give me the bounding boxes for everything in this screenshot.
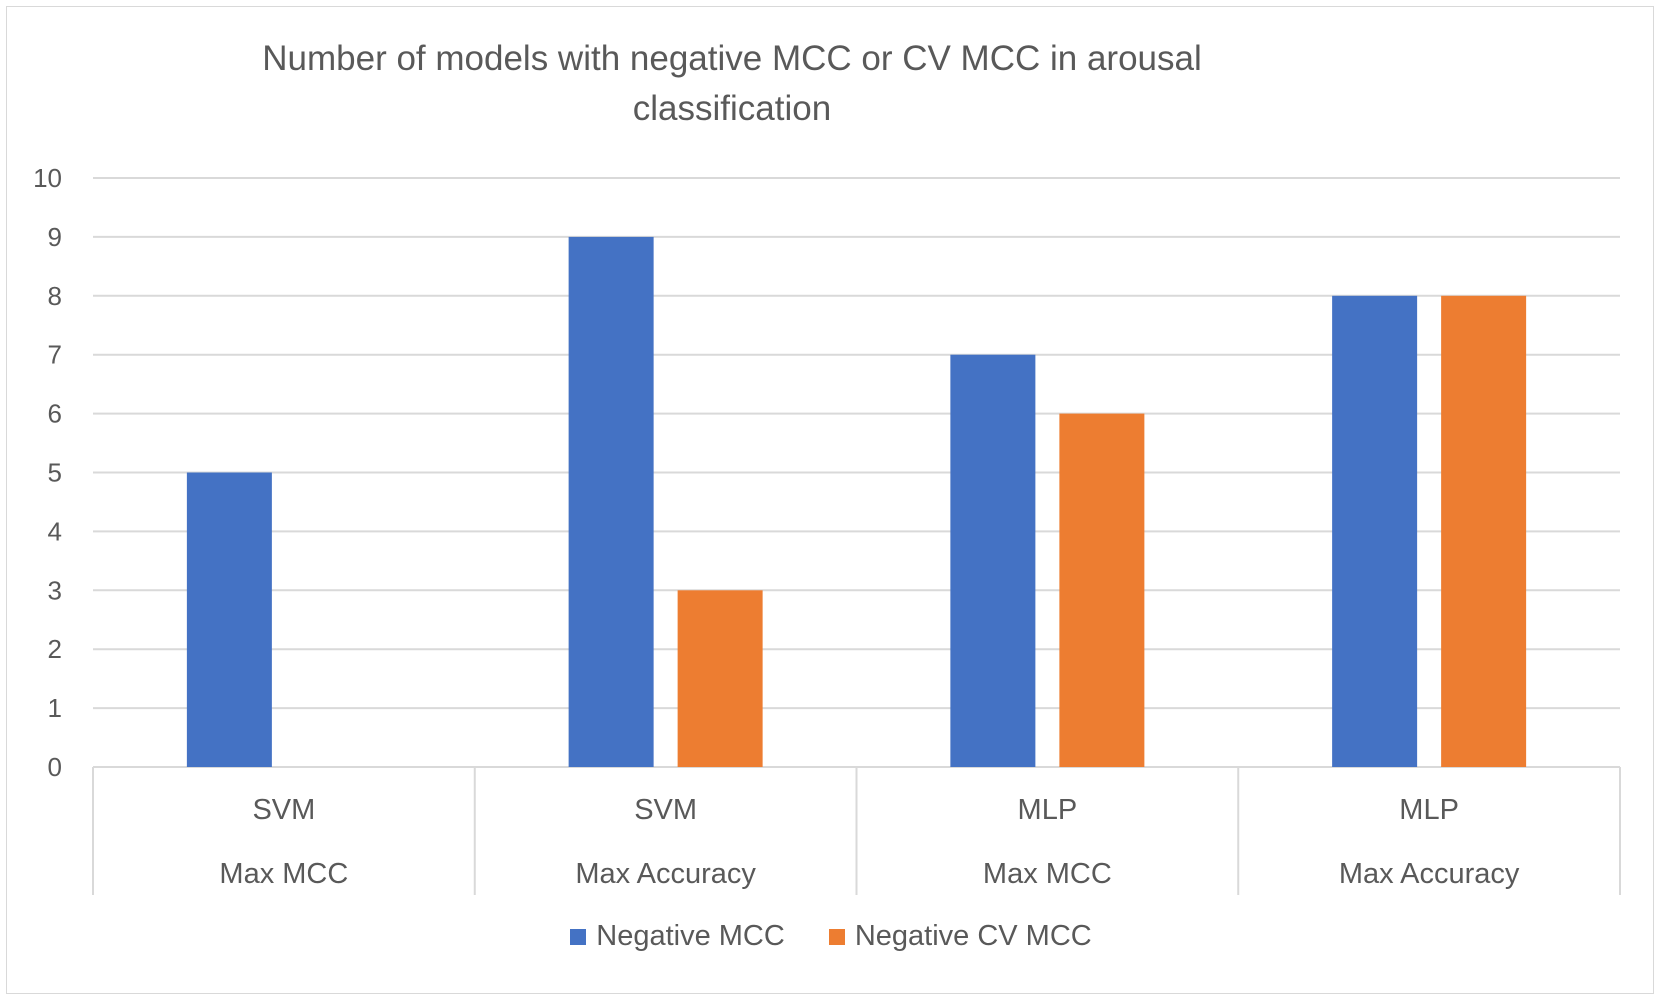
legend-swatch-negative-mcc: [570, 928, 587, 945]
chart-title-line-1: Number of models with negative MCC or CV…: [262, 39, 1202, 78]
bar-negative-mcc-0: [186, 472, 272, 767]
chart-title-line-2: classification: [632, 89, 832, 128]
y-tick-label-5: 5: [48, 458, 62, 488]
y-tick-label-9: 9: [48, 222, 62, 252]
bar-negative-mcc-1: [568, 236, 654, 767]
y-tick-label-10: 10: [33, 163, 62, 193]
bar-negative-cv-mcc-2: [1059, 413, 1145, 767]
legend-item-negative-mcc: Negative MCC: [570, 920, 785, 953]
legend-label-negative-cv-mcc: Negative CV MCC: [854, 920, 1092, 952]
x-label-criterion-3: Max Accuracy: [1339, 858, 1520, 890]
legend: Negative MCC Negative CV MCC: [0, 920, 1662, 953]
y-tick-label-3: 3: [48, 575, 62, 605]
bar-negative-cv-mcc-3: [1441, 295, 1527, 767]
x-label-criterion-0: Max MCC: [219, 858, 348, 890]
x-label-criterion-1: Max Accuracy: [575, 858, 756, 890]
x-label-criterion-2: Max MCC: [983, 858, 1112, 890]
bar-negative-cv-mcc-1: [677, 590, 763, 767]
bar-negative-mcc-2: [950, 354, 1036, 767]
y-tick-label-0: 0: [48, 752, 62, 782]
y-tick-label-8: 8: [48, 281, 62, 311]
legend-label-negative-mcc: Negative MCC: [596, 920, 785, 952]
legend-item-negative-cv-mcc: Negative CV MCC: [828, 920, 1092, 953]
y-tick-label-4: 4: [48, 516, 62, 546]
y-tick-label-2: 2: [48, 634, 62, 664]
x-label-model-0: SVM: [252, 794, 315, 826]
x-label-model-1: SVM: [634, 794, 697, 826]
y-tick-label-7: 7: [48, 340, 62, 370]
y-tick-label-6: 6: [48, 399, 62, 429]
x-label-model-3: MLP: [1399, 794, 1459, 826]
bar-negative-mcc-3: [1332, 295, 1418, 767]
chart-title: Number of models with negative MCC or CV…: [0, 34, 1642, 134]
legend-swatch-negative-cv-mcc: [828, 928, 845, 945]
y-tick-label-1: 1: [48, 693, 62, 723]
x-label-model-2: MLP: [1018, 794, 1078, 826]
